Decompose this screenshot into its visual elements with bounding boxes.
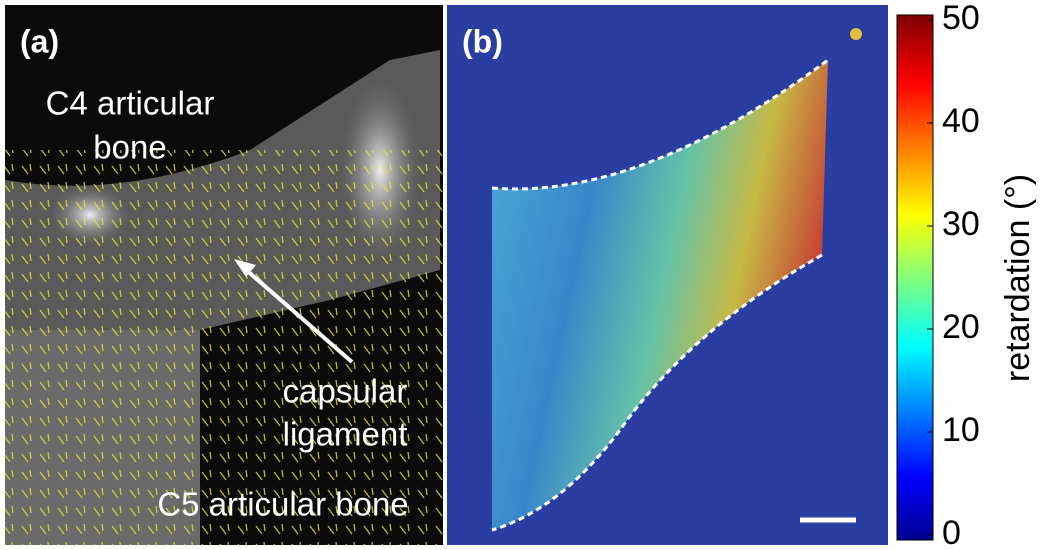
panel-a: (a) C4 articular bone capsular ligament … [5, 5, 443, 545]
tick-label: 10 [942, 411, 980, 449]
annotation: ligament [283, 416, 408, 453]
tick-label: 30 [942, 205, 980, 243]
tick-label: 50 [942, 0, 980, 37]
tick-label: 40 [942, 102, 980, 140]
tick-label: 20 [942, 308, 980, 346]
annotation: capsular [283, 373, 408, 410]
panel-b: (b) [447, 5, 888, 545]
colorbar: retardation (°) [897, 15, 1037, 540]
panel-label: (b) [462, 23, 503, 59]
colorbar-gradient [897, 15, 933, 540]
annotation: C5 articular bone [157, 486, 408, 523]
colorbar-label: retardation (°) [999, 174, 1037, 382]
figure: (a) C4 articular bone capsular ligament … [0, 0, 1042, 550]
tick-label: 0 [942, 514, 961, 550]
panel-label: (a) [20, 23, 59, 59]
annotation: bone [93, 129, 166, 166]
annotation: C4 articular [46, 85, 215, 122]
spot [850, 28, 862, 40]
